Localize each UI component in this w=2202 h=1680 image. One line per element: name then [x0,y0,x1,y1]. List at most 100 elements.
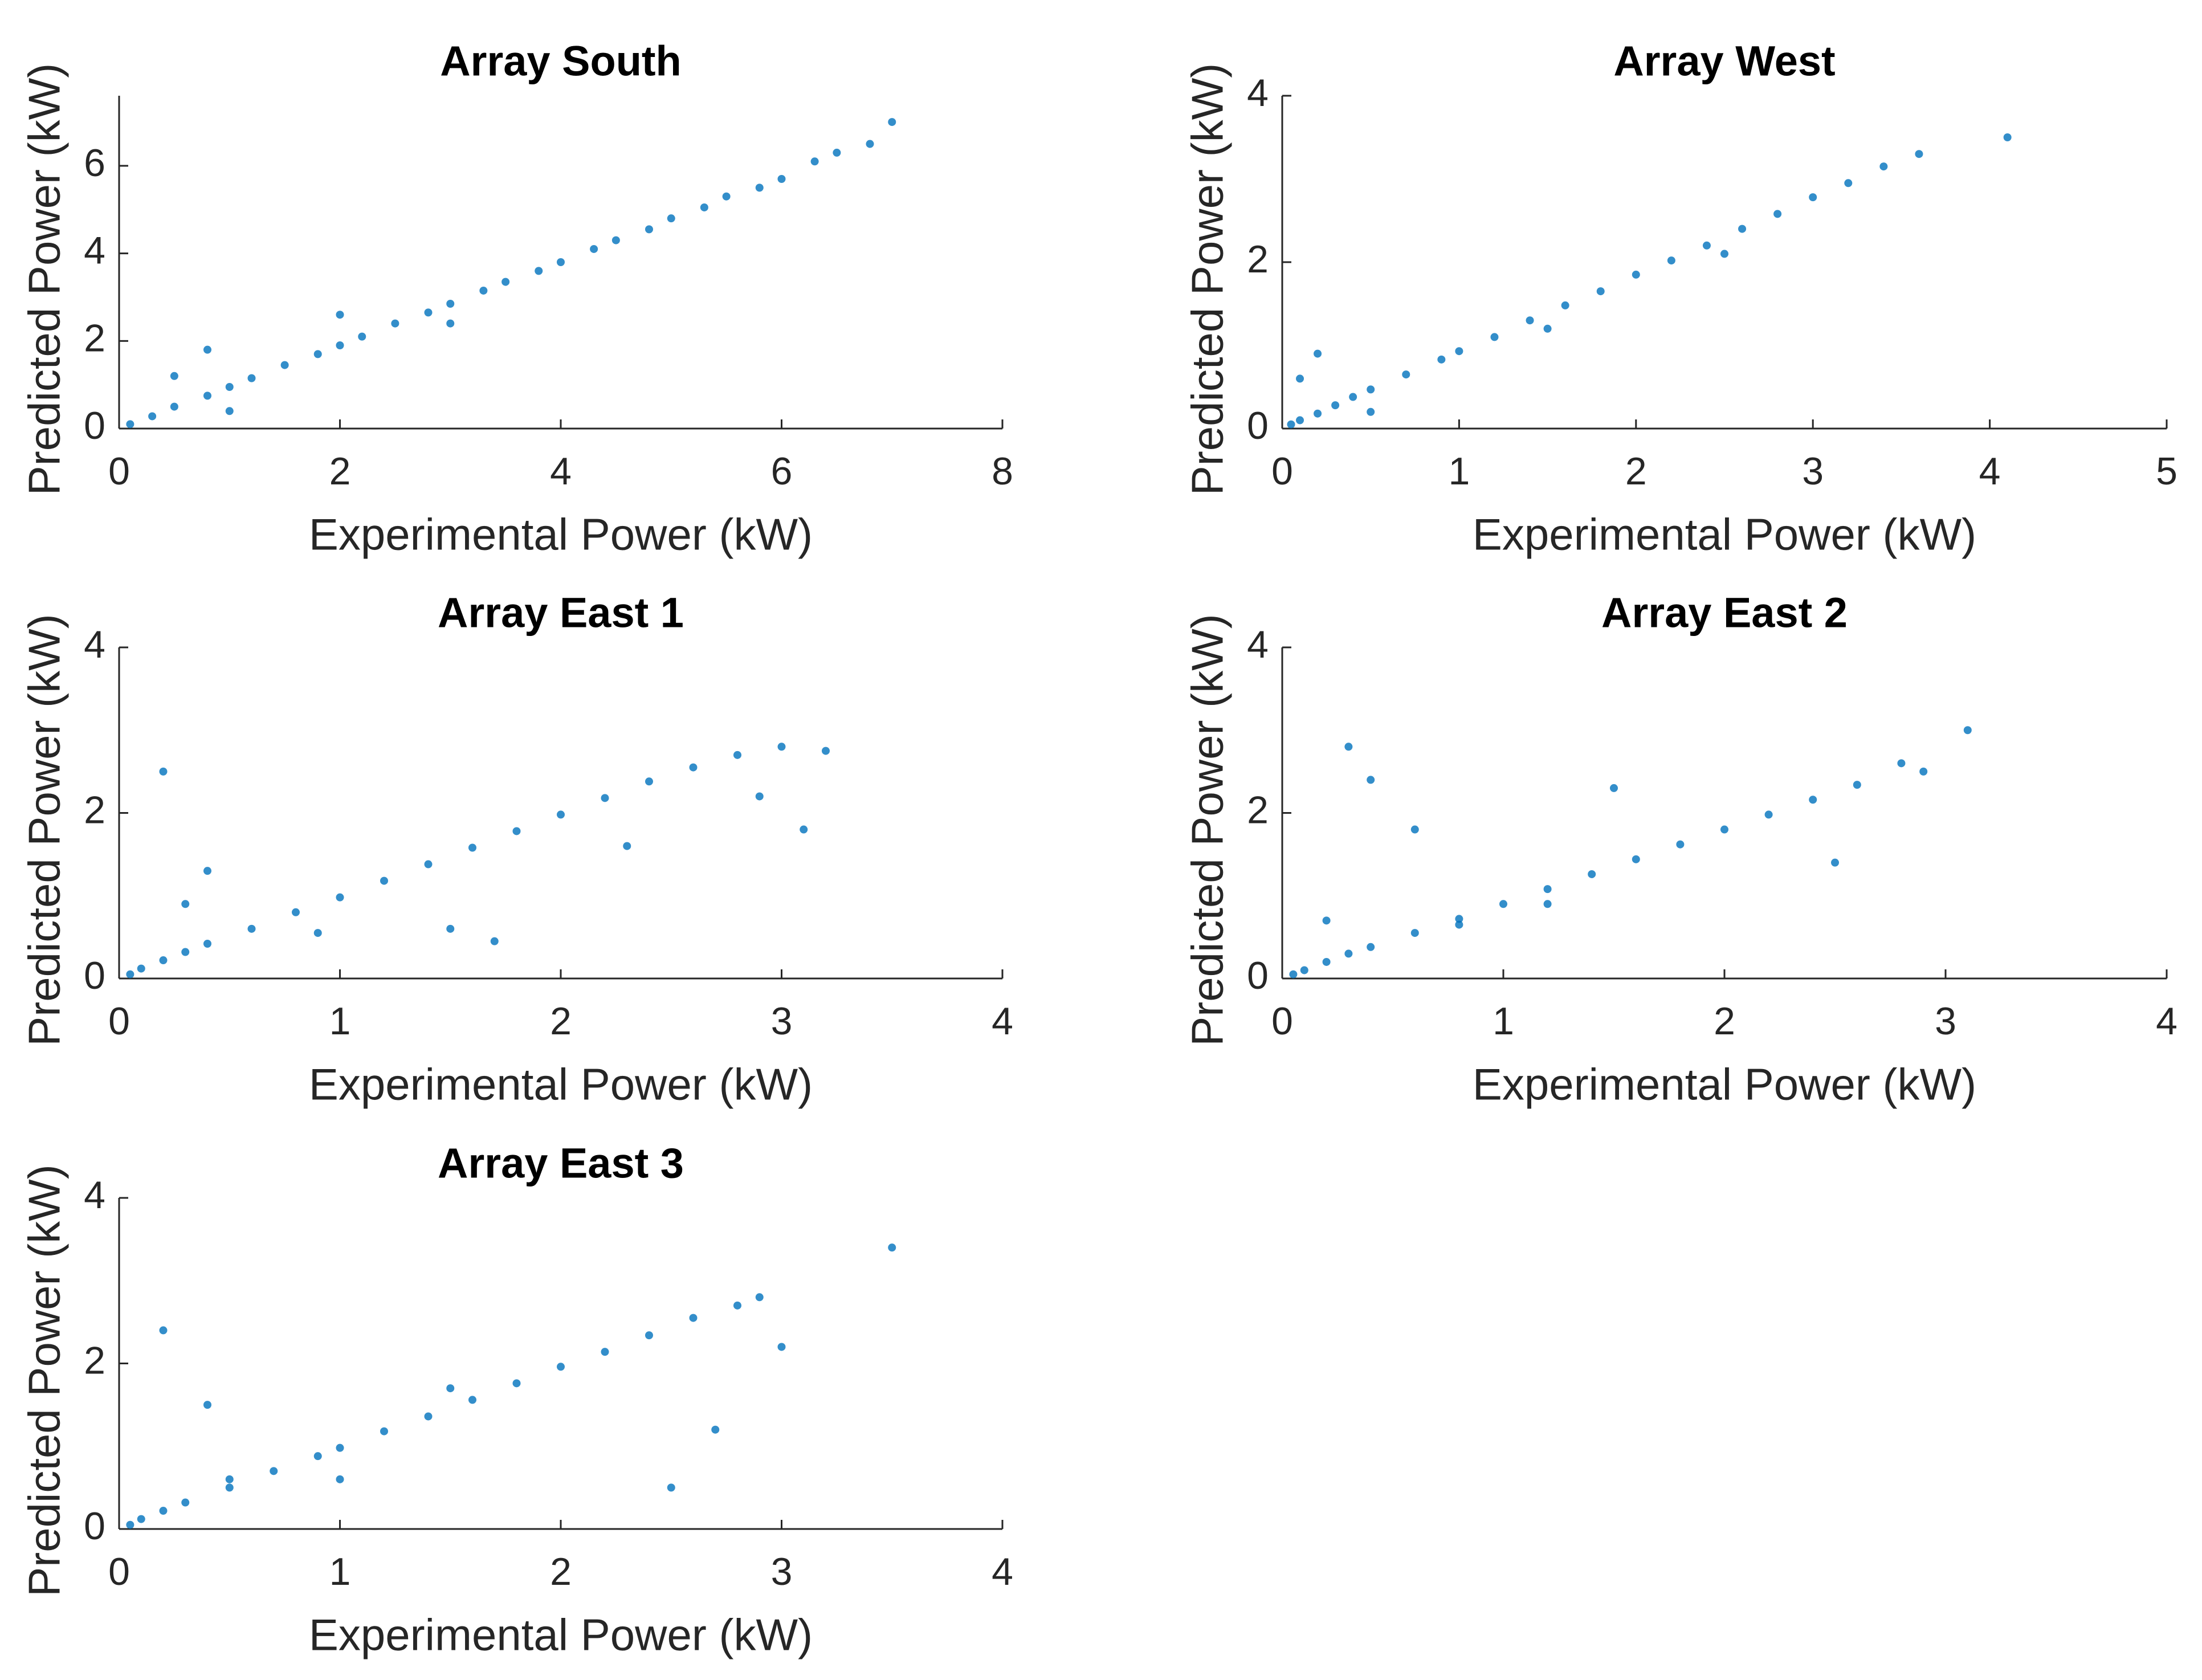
point [225,1483,234,1492]
x-tick-label: 2 [1625,450,1647,493]
chart-title: Array West [1613,38,1835,85]
x-tick-label: 1 [329,1000,351,1043]
chart-title: Array East 1 [438,589,684,637]
point [1367,407,1375,416]
x-tick-label: 1 [1493,1000,1514,1043]
x-tick-label: 2 [550,1550,572,1593]
point [1738,225,1747,233]
x-axis-label: Experimental Power (kW) [309,1059,813,1110]
point [755,792,764,801]
y-tick-label: 4 [1247,623,1269,666]
subplot: 0 1 2 3 4 0 2 4 Array East 3 Experimental Power (… [19,1140,1013,1660]
y-tick-label: 0 [1247,954,1269,997]
point [1809,193,1817,202]
point [446,924,455,933]
point [822,747,830,755]
point [247,374,256,382]
y-tick-label: 0 [84,404,105,447]
point [1897,759,1906,768]
point [336,1475,344,1483]
point [1667,256,1675,265]
point [755,1293,764,1302]
point [1844,179,1853,187]
y-tick-label: 4 [84,229,105,272]
y-axis-label: Predicted Power (kW) [19,1164,70,1597]
point [148,412,157,421]
subplot: 0 1 2 3 4 5 0 2 4 Array West Experimental Power (k… [1182,38,2177,560]
point [1455,920,1463,929]
point [733,751,741,759]
point [1702,241,1711,250]
point [1879,162,1888,171]
x-tick-label: 0 [1271,450,1293,493]
point [866,140,874,148]
y-tick-label: 4 [84,1173,105,1217]
point [380,1427,388,1436]
point [645,777,653,786]
point [468,1396,476,1404]
point [667,1483,675,1492]
point [1289,970,1298,978]
point [1764,810,1773,819]
y-axis-label: Predicted Power (kW) [1182,614,1233,1046]
x-tick-label: 0 [108,1000,130,1043]
x-tick-label: 4 [992,1550,1013,1593]
point [203,867,211,875]
x-tick-label: 4 [1979,450,2001,493]
point [380,876,388,885]
point [590,244,598,253]
point [755,184,764,192]
y-tick-label: 6 [84,141,105,185]
point [623,842,631,850]
x-tick-label: 4 [550,450,572,493]
point [833,148,841,157]
x-axis-label: Experimental Power (kW) [1473,1059,1976,1110]
point [424,860,433,868]
point [280,361,289,369]
point [1296,374,1304,383]
chart-title: Array East 2 [1601,589,1848,637]
point [1367,385,1375,394]
point [1402,370,1410,379]
point [313,350,322,358]
point [557,810,565,819]
point [810,157,819,166]
point [888,1243,896,1252]
point [689,1314,698,1322]
point [1410,825,1419,834]
point [601,1348,609,1356]
point [1773,210,1782,218]
point [159,767,168,776]
point [733,1301,741,1310]
x-axis-label: Experimental Power (kW) [309,1610,813,1660]
point [512,827,521,835]
x-tick-label: 3 [1802,450,1824,493]
point [1610,784,1618,792]
point [1853,781,1861,789]
point [446,300,455,308]
point [1287,420,1295,429]
point [203,345,211,354]
point [159,956,168,965]
x-tick-label: 8 [992,450,1013,493]
point [292,908,300,916]
x-axis-label: Experimental Power (kW) [309,509,813,560]
y-tick-label: 0 [84,1504,105,1548]
point [777,743,786,751]
point [1561,301,1569,309]
point [1367,776,1375,784]
point [1676,840,1685,849]
point [270,1467,278,1475]
x-tick-label: 3 [771,1000,793,1043]
point [159,1507,168,1515]
point [645,1331,653,1340]
x-tick-label: 1 [329,1550,351,1593]
x-tick-label: 6 [771,450,793,493]
point [1490,333,1499,341]
point [336,311,344,319]
point [611,236,620,244]
y-tick-label: 2 [84,788,105,831]
y-axis-label: Predicted Power (kW) [19,614,70,1046]
point [1296,416,1304,425]
point [126,1520,134,1529]
